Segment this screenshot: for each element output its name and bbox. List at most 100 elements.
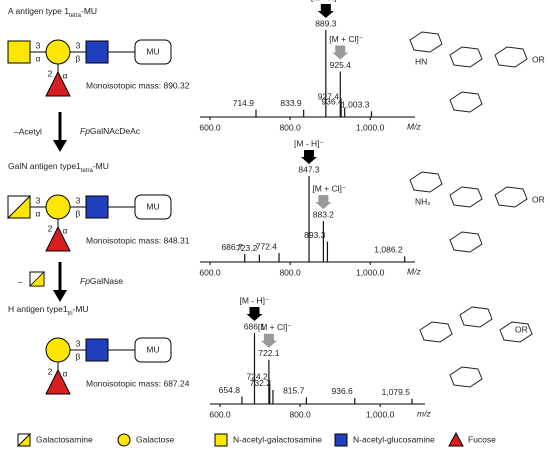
name-sub: tetra bbox=[81, 168, 94, 174]
legend-icon bbox=[16, 432, 31, 447]
ion-label: [M + Cl]⁻ bbox=[312, 183, 347, 193]
arrow-1 bbox=[53, 112, 67, 152]
x-tick-label: 1,000.0 bbox=[356, 122, 385, 132]
linkage: 3 bbox=[76, 338, 81, 348]
ion-label: [M + Cl]⁻ bbox=[329, 34, 364, 44]
linkage: α bbox=[63, 368, 68, 378]
ring bbox=[499, 321, 533, 343]
x-tick-label: 800.0 bbox=[279, 267, 301, 277]
peak-label: 722.1 bbox=[258, 348, 280, 358]
ion-arrow bbox=[301, 150, 318, 164]
enzyme-rest: GalNase bbox=[90, 276, 123, 286]
linkage: β bbox=[76, 53, 81, 63]
aglycone: MU bbox=[146, 201, 159, 211]
glycan-name: GalN antigen type1tetra-MU bbox=[8, 161, 109, 173]
name-text: A antigen type 1 bbox=[8, 6, 69, 16]
ion-arrow bbox=[332, 45, 349, 60]
galnac bbox=[7, 40, 31, 64]
ring bbox=[409, 31, 443, 53]
legend-label: Fucose bbox=[468, 434, 496, 444]
x-tick-label: 1,000.0 bbox=[366, 409, 395, 419]
linkage: 3 bbox=[36, 195, 41, 205]
galactose bbox=[45, 337, 71, 363]
glycan-name: A antigen type 1tetra-MU bbox=[8, 6, 97, 18]
linkage: β bbox=[76, 351, 81, 361]
linkage: 3 bbox=[76, 40, 81, 50]
linkage: 3 bbox=[36, 40, 41, 50]
step-prefix: – bbox=[18, 276, 23, 286]
ring bbox=[459, 306, 493, 328]
x-tick-label: 600.0 bbox=[209, 409, 231, 419]
peak-label: 723.2 bbox=[236, 243, 258, 253]
legend-icon bbox=[334, 433, 348, 447]
x-axis-label: M/z bbox=[407, 266, 421, 276]
mass: Monoisotopic mass: 890.32 bbox=[86, 80, 190, 90]
peak-label: 772.4 bbox=[256, 241, 278, 251]
linkage: 2 bbox=[48, 223, 53, 233]
fucose bbox=[45, 225, 71, 252]
ion-label: [M - H]⁻ bbox=[311, 0, 341, 2]
peak-label: 927.4 bbox=[318, 91, 340, 101]
galactose bbox=[45, 39, 71, 65]
legend-label: Galactosamine bbox=[36, 434, 93, 444]
ion-arrow bbox=[246, 307, 263, 321]
name-suffix: -MU bbox=[73, 304, 89, 314]
glcnac bbox=[85, 195, 109, 219]
ring bbox=[409, 171, 443, 193]
x-tick-label: 1,000.0 bbox=[356, 267, 385, 277]
aglycone: MU bbox=[146, 46, 159, 56]
name-text: GalN antigen type1 bbox=[8, 161, 81, 171]
aglycone-box bbox=[134, 337, 172, 363]
step-icon bbox=[29, 271, 45, 287]
atom-label: HN bbox=[415, 56, 427, 66]
fucose bbox=[45, 368, 71, 395]
peak-label: 686.1 bbox=[244, 321, 266, 331]
peak-label: 889.3 bbox=[315, 18, 337, 28]
peak-label: 654.8 bbox=[219, 385, 241, 395]
linkage: α bbox=[36, 53, 41, 63]
atom-label: OR bbox=[515, 324, 528, 334]
aglycone-box bbox=[134, 194, 172, 220]
enzyme-italic: Fp bbox=[80, 126, 90, 136]
ion-arrow bbox=[317, 4, 334, 18]
ring bbox=[419, 321, 453, 343]
ring bbox=[449, 46, 483, 68]
legend-icon bbox=[214, 433, 228, 447]
x-tick-label: 600.0 bbox=[199, 267, 221, 277]
ion-label: [M + Cl]⁻ bbox=[258, 322, 293, 332]
enzyme: FpGalNase bbox=[80, 276, 123, 286]
arrow-2 bbox=[53, 262, 67, 302]
galactose bbox=[45, 194, 71, 220]
legend-label: N-acetyl-glucosamine bbox=[353, 434, 435, 444]
peak-label: 714.9 bbox=[233, 98, 255, 108]
mass: Monoisotopic mass: 687.24 bbox=[86, 378, 190, 388]
enzyme-italic: Fp bbox=[80, 276, 90, 286]
glcnac bbox=[85, 40, 109, 64]
peak-label: 1,003.3 bbox=[341, 100, 370, 110]
mass: Monoisotopic mass: 848.31 bbox=[86, 235, 190, 245]
atom-label: OR bbox=[532, 194, 545, 204]
ion-label: [M - H]⁻ bbox=[239, 295, 269, 305]
x-axis-label: m/z bbox=[417, 408, 431, 418]
peak-label: 732.2 bbox=[250, 378, 272, 388]
ring bbox=[494, 186, 528, 208]
name-suffix: -MU bbox=[81, 6, 97, 16]
x-tick-label: 800.0 bbox=[279, 122, 301, 132]
linkage: α bbox=[63, 225, 68, 235]
linkage: β bbox=[76, 208, 81, 218]
peak-label: 847.3 bbox=[298, 164, 320, 174]
ion-label: [M - H]⁻ bbox=[294, 138, 324, 148]
atom-label: OR bbox=[532, 54, 545, 64]
peak-label: 1,086.2 bbox=[374, 245, 403, 255]
linkage: 3 bbox=[76, 195, 81, 205]
name-text: H antigen type1 bbox=[8, 304, 68, 314]
atom-label: NH₂ bbox=[415, 196, 431, 206]
peak-label: 833.9 bbox=[280, 98, 302, 108]
peak-label: 936.6 bbox=[331, 386, 353, 396]
ring bbox=[449, 91, 483, 113]
ion-arrow bbox=[315, 195, 332, 210]
fucose bbox=[45, 70, 71, 97]
legend-icon bbox=[448, 431, 464, 447]
enzyme-rest: GalNAcDeAc bbox=[90, 126, 141, 136]
ring bbox=[494, 46, 528, 68]
